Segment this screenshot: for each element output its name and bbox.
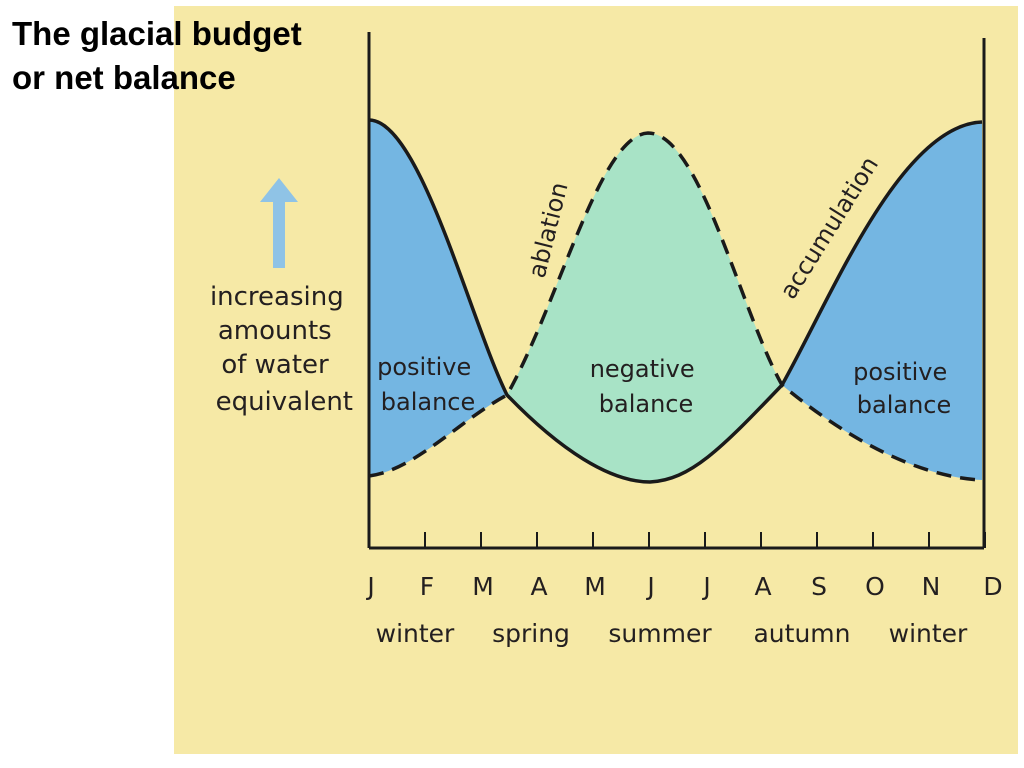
positive-balance-label-left: positive balance [377, 353, 479, 416]
y-axis-label-line: equivalent [216, 387, 353, 417]
positive-balance-region-right [782, 122, 982, 480]
title-line-1: The glacial budget [12, 15, 302, 52]
season-label-summer: summer [608, 619, 712, 648]
month-label: A [754, 572, 771, 601]
month-label: M [584, 572, 606, 601]
y-axis-label-line: increasing [210, 282, 344, 312]
region-label-line: balance [381, 388, 476, 416]
region-label-line: balance [599, 390, 694, 418]
month-label: A [530, 572, 547, 601]
month-label: M [472, 572, 494, 601]
ablation-curve [368, 131, 983, 482]
positive-balance-region-left [369, 120, 507, 476]
month-label: D [983, 572, 1002, 601]
negative-balance-label: negative balance [590, 355, 703, 418]
y-axis-label: increasing amounts of water equivalent [210, 282, 353, 417]
season-labels: winter spring summer autumn winter [376, 619, 968, 648]
month-label: J [645, 572, 654, 601]
positive-balance-label-right: positive balance [853, 358, 955, 419]
month-label: J [365, 572, 374, 601]
month-label: N [922, 572, 941, 601]
month-label: F [420, 572, 434, 601]
region-label-line: positive [853, 358, 947, 386]
season-label-spring: spring [492, 619, 570, 648]
region-label-line: negative [590, 355, 695, 383]
month-label: J [701, 572, 710, 601]
season-label-winter: winter [889, 619, 968, 648]
accumulation-curve [368, 118, 983, 484]
month-label: S [811, 572, 827, 601]
month-label: O [865, 572, 885, 601]
month-ticks [424, 532, 986, 548]
increasing-arrow-icon [260, 178, 298, 268]
region-label-line: positive [377, 353, 471, 381]
season-label-autumn: autumn [753, 619, 850, 648]
title-line-2: or net balance [12, 59, 236, 96]
region-label-line: balance [857, 391, 952, 419]
season-label-winter: winter [376, 619, 455, 648]
y-axis-label-line: amounts [218, 316, 332, 346]
slide-title: The glacial budget or net balance [12, 12, 302, 100]
y-axis-label-line: of water [221, 350, 329, 380]
